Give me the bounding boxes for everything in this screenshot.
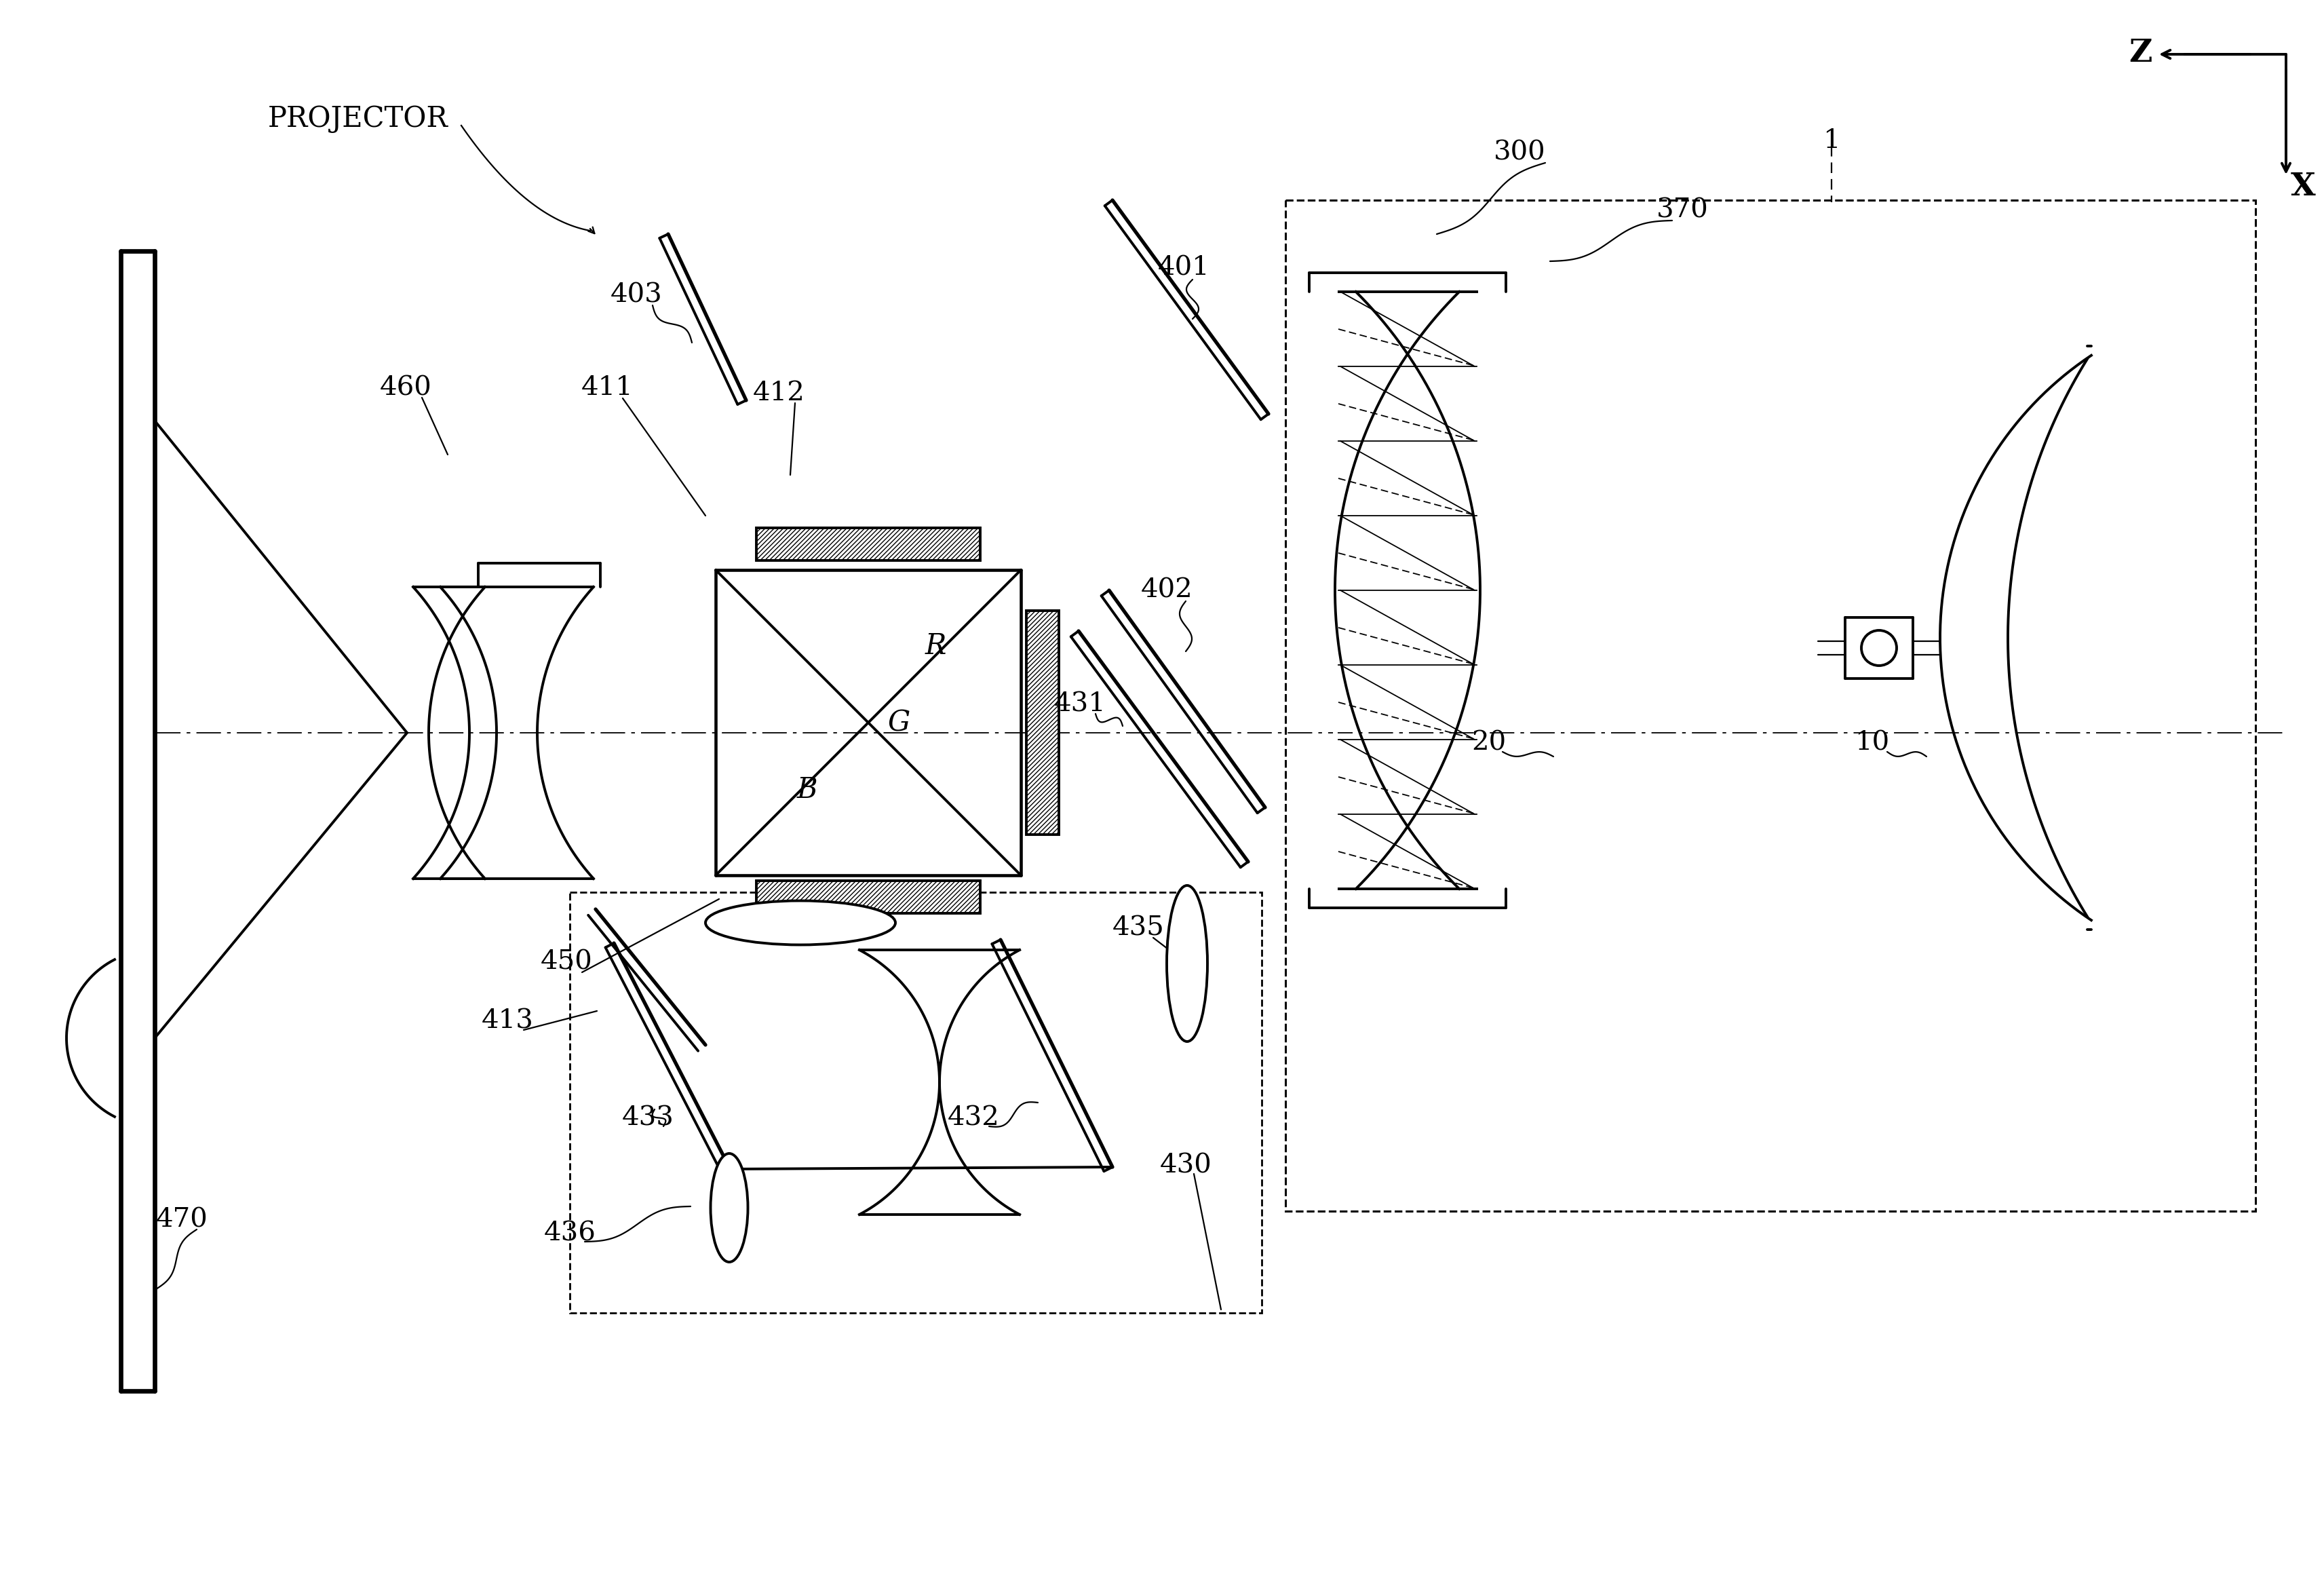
Text: 413: 413 bbox=[481, 1008, 535, 1033]
Text: B: B bbox=[797, 775, 818, 804]
Ellipse shape bbox=[1167, 886, 1208, 1041]
Bar bbox=[1027, 610, 1060, 835]
Text: 432: 432 bbox=[948, 1106, 999, 1130]
Text: 431: 431 bbox=[1053, 691, 1106, 716]
Text: G: G bbox=[888, 708, 911, 737]
Text: 436: 436 bbox=[544, 1220, 595, 1246]
Text: 10: 10 bbox=[1855, 731, 1889, 756]
Text: 412: 412 bbox=[753, 380, 804, 406]
Text: 370: 370 bbox=[1657, 198, 1708, 223]
Text: R: R bbox=[925, 632, 946, 661]
Ellipse shape bbox=[711, 1154, 748, 1262]
Text: 300: 300 bbox=[1494, 139, 1545, 165]
Bar bbox=[569, 892, 1262, 1312]
Text: 401: 401 bbox=[1157, 255, 1211, 281]
Text: 403: 403 bbox=[611, 282, 662, 307]
Text: 20: 20 bbox=[1471, 731, 1506, 756]
Text: 411: 411 bbox=[581, 376, 632, 401]
Text: 1: 1 bbox=[1822, 128, 1841, 154]
Text: Z: Z bbox=[2129, 38, 2152, 68]
Ellipse shape bbox=[706, 900, 895, 945]
Text: X: X bbox=[2291, 171, 2315, 203]
Bar bbox=[755, 528, 981, 561]
Text: 450: 450 bbox=[541, 949, 593, 975]
Bar bbox=[1285, 200, 2257, 1211]
Text: 435: 435 bbox=[1113, 916, 1164, 941]
Bar bbox=[755, 881, 981, 913]
Text: 430: 430 bbox=[1160, 1154, 1211, 1178]
Text: 433: 433 bbox=[623, 1106, 674, 1130]
Text: 470: 470 bbox=[156, 1208, 207, 1233]
Text: PROJECTOR: PROJECTOR bbox=[267, 105, 449, 133]
Text: 402: 402 bbox=[1141, 579, 1192, 602]
Text: 460: 460 bbox=[379, 376, 432, 401]
